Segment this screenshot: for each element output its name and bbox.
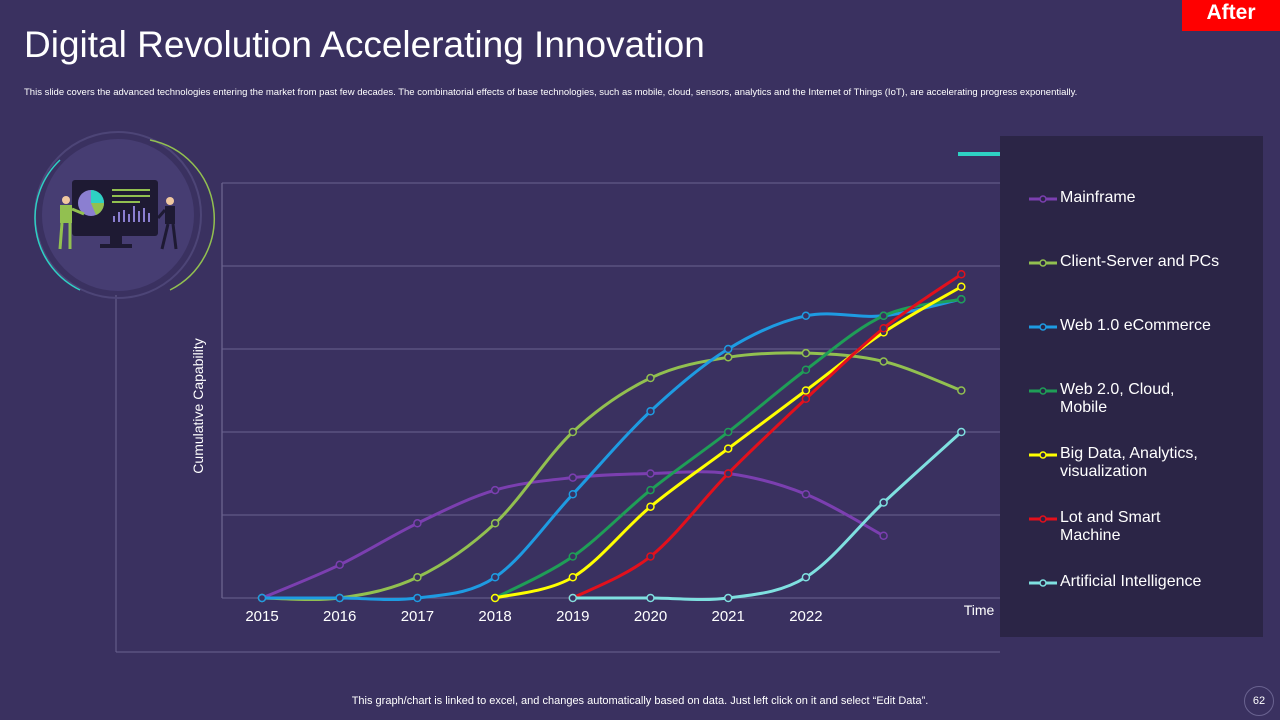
data-point	[646, 593, 655, 603]
data-point	[879, 311, 888, 321]
data-point	[957, 386, 966, 395]
data-point	[801, 365, 811, 374]
badge: After	[1182, 0, 1280, 31]
legend-swatch	[1029, 195, 1057, 203]
legend-entry: Lot and Smart Machine	[1028, 509, 1248, 545]
series-line	[262, 297, 962, 602]
data-point	[413, 519, 422, 528]
slide-subtitle: This slide covers the advanced technolog…	[24, 87, 1078, 98]
series-line	[261, 351, 962, 602]
legend-entry: Mainframe	[1028, 189, 1248, 207]
legend-entry: Client-Server and PCs	[1028, 253, 1248, 271]
legend-swatch-dot	[1039, 259, 1047, 267]
data-point	[801, 386, 811, 395]
legend-swatch	[1029, 515, 1057, 523]
legend-swatch	[1029, 579, 1057, 587]
legend-label: Mainframe	[1060, 189, 1136, 206]
data-point	[723, 427, 733, 437]
data-point	[957, 294, 966, 304]
y-axis-label: Cumulative Capability	[190, 338, 206, 473]
legend-entry: Big Data, Analytics, visualization	[1028, 445, 1248, 481]
x-tick-label: 2020	[634, 608, 667, 625]
data-point	[646, 552, 655, 561]
data-point	[723, 344, 733, 354]
series-line	[572, 430, 963, 602]
x-tick-label: 2022	[789, 608, 822, 625]
data-point	[879, 531, 888, 540]
data-point	[568, 573, 578, 582]
presentation-icon	[34, 131, 215, 299]
legend-swatch-dot	[1039, 579, 1047, 587]
footer-note: This graph/chart is linked to excel, and…	[351, 695, 929, 707]
data-point	[646, 502, 655, 511]
data-point	[490, 573, 500, 582]
legend-swatch	[1029, 323, 1057, 331]
data-point	[801, 348, 811, 358]
data-point	[801, 573, 811, 582]
x-tick-label: 2017	[401, 608, 434, 625]
data-point	[335, 560, 344, 570]
data-point	[879, 324, 888, 333]
x-tick-label: 2021	[712, 608, 745, 625]
data-point	[257, 593, 267, 603]
legend-swatch	[1029, 387, 1057, 395]
legend-swatch-dot	[1039, 387, 1047, 395]
legend-label: Lot and Smart Machine	[1060, 509, 1161, 544]
data-point	[413, 573, 422, 582]
data-point	[568, 490, 578, 499]
data-point	[801, 394, 811, 404]
data-point	[568, 473, 578, 482]
data-point	[646, 469, 655, 478]
data-point	[568, 552, 578, 561]
x-axis-label: Time	[964, 602, 995, 618]
data-point	[335, 593, 344, 603]
data-point	[879, 357, 888, 366]
data-point	[646, 407, 655, 416]
data-point	[879, 498, 888, 507]
x-tick-label: 2016	[323, 608, 356, 625]
legend-swatch-dot	[1039, 451, 1047, 459]
legend-label: Client-Server and PCs	[1060, 253, 1220, 270]
data-point	[801, 311, 811, 321]
data-point	[723, 353, 733, 362]
legend-swatch-dot	[1039, 515, 1047, 523]
data-point	[723, 444, 733, 453]
x-tick-label: 2019	[556, 608, 589, 625]
legend-entry: Web 2.0, Cloud, Mobile	[1028, 381, 1248, 417]
legend-entry: Artificial Intelligence	[1028, 573, 1248, 591]
series-line	[572, 273, 963, 600]
legend-swatch	[1029, 451, 1057, 459]
data-point	[957, 427, 966, 437]
data-point	[568, 427, 578, 437]
legend	[1000, 136, 1263, 637]
page-number: 62	[1244, 686, 1274, 716]
data-point	[490, 593, 500, 603]
legend-entry: Web 1.0 eCommerce	[1028, 317, 1248, 335]
legend-swatch	[1029, 259, 1057, 267]
legend-swatch-dot	[1039, 195, 1047, 203]
legend-label: Big Data, Analytics, visualization	[1060, 445, 1198, 480]
legend-label: Web 1.0 eCommerce	[1060, 317, 1211, 334]
data-point	[490, 519, 500, 528]
legend-label: Artificial Intelligence	[1060, 573, 1202, 590]
x-tick-label: 2018	[478, 608, 511, 625]
data-point	[413, 593, 422, 603]
legend-label: Web 2.0, Cloud, Mobile	[1060, 381, 1175, 416]
data-point	[490, 485, 500, 495]
data-point	[957, 270, 966, 279]
legend-swatch-dot	[1039, 323, 1047, 331]
data-point	[723, 469, 733, 478]
slide-title: Digital Revolution Accelerating Innovati…	[24, 24, 705, 65]
data-point	[957, 282, 966, 291]
data-point	[646, 485, 655, 495]
x-tick-label: 2015	[245, 608, 278, 625]
data-point	[568, 593, 578, 603]
series-line	[494, 285, 963, 600]
data-point	[646, 373, 655, 383]
data-point	[723, 593, 733, 603]
data-point	[801, 490, 811, 499]
